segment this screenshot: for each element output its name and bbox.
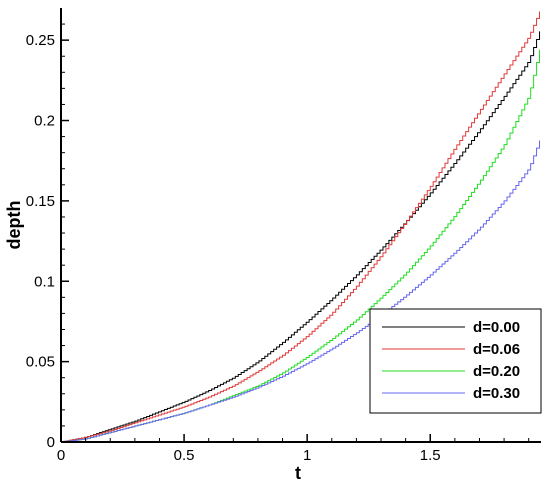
y-tick-label: 0.25 <box>26 32 55 49</box>
x-tick-label: 0.5 <box>174 447 195 464</box>
y-tick-label: 0.05 <box>26 354 55 371</box>
legend-item: d=0.20 <box>382 363 520 380</box>
legend-label: d=0.00 <box>473 319 520 336</box>
y-tick-label: 0.15 <box>26 193 55 210</box>
axes <box>60 8 541 443</box>
series-lines <box>61 11 541 442</box>
y-axis-title: depth <box>4 201 24 250</box>
series-line-d=0.30 <box>61 140 541 442</box>
legend-item: d=0.30 <box>382 385 520 402</box>
y-tick-label: 0.2 <box>34 113 55 130</box>
x-tick-label: 0 <box>57 447 65 464</box>
axis-ticks: 0 0.5 1 1.5 0 0.05 0.1 0.15 0.2 0.25 <box>26 23 530 464</box>
x-axis-title: t <box>295 463 301 483</box>
legend-label: d=0.30 <box>473 385 520 402</box>
x-tick-label: 1 <box>303 447 311 464</box>
legend-item: d=0.00 <box>382 319 520 336</box>
legend-box <box>369 308 542 414</box>
legend-label: d=0.20 <box>473 363 520 380</box>
y-tick-label: 0 <box>47 434 55 451</box>
legend-label: d=0.06 <box>473 341 520 358</box>
legend-item: d=0.06 <box>382 341 520 358</box>
y-tick-label: 0.1 <box>34 273 55 290</box>
x-tick-label: 1.5 <box>420 447 441 464</box>
series-line-d=0.06 <box>61 11 541 442</box>
series-line-d=0.00 <box>61 31 541 442</box>
legend: d=0.00 d=0.06 d=0.20 d=0.30 <box>369 308 542 414</box>
